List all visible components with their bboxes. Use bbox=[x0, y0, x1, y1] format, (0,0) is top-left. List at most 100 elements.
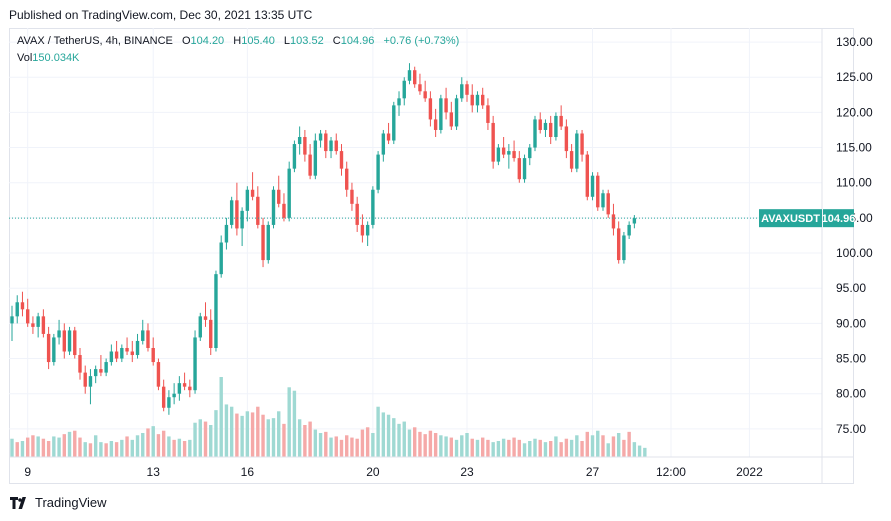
candle-body bbox=[627, 224, 631, 236]
candle-body bbox=[214, 274, 218, 348]
candle bbox=[31, 316, 35, 334]
volume-bar bbox=[114, 442, 119, 457]
candle-body bbox=[261, 224, 265, 261]
time-tick-label: 12:00 bbox=[656, 465, 686, 479]
candle-body bbox=[460, 84, 464, 99]
candle-body bbox=[203, 316, 208, 320]
candle bbox=[282, 193, 286, 222]
candle-body bbox=[161, 386, 166, 408]
volume-bar bbox=[130, 439, 134, 457]
candle bbox=[339, 144, 344, 176]
candle-body bbox=[104, 362, 108, 373]
volume-bar bbox=[345, 435, 349, 457]
volume-bar bbox=[271, 418, 276, 457]
candle-body bbox=[386, 133, 391, 141]
candle-body bbox=[114, 351, 119, 359]
volume-bar bbox=[303, 425, 307, 457]
candle-body bbox=[224, 224, 229, 243]
candle bbox=[224, 217, 229, 250]
candle-body bbox=[282, 203, 286, 218]
close-label: C bbox=[332, 35, 341, 47]
candle bbox=[114, 340, 119, 363]
volume-bar bbox=[46, 441, 51, 457]
candle-body bbox=[292, 144, 297, 169]
candle bbox=[141, 319, 145, 345]
candle bbox=[277, 175, 281, 208]
volume-bar bbox=[491, 442, 495, 457]
volume-bar bbox=[402, 421, 406, 457]
volume-bar bbox=[423, 434, 427, 457]
tradingview-logo-icon bbox=[10, 496, 26, 509]
volume-bar bbox=[88, 443, 93, 457]
volume-bar bbox=[266, 419, 270, 457]
candle-body bbox=[365, 224, 370, 236]
candle-body bbox=[418, 84, 422, 92]
volume-bar bbox=[31, 435, 35, 457]
candle bbox=[486, 98, 490, 130]
volume-bar bbox=[360, 429, 365, 457]
candle bbox=[318, 129, 323, 148]
time-tick-label: 23 bbox=[460, 465, 474, 479]
candle bbox=[454, 94, 459, 130]
candle-body bbox=[423, 91, 427, 99]
candle-body bbox=[491, 122, 495, 162]
volume-bar bbox=[93, 435, 98, 457]
candle-body bbox=[350, 189, 354, 204]
candle bbox=[465, 80, 469, 102]
candle-body bbox=[392, 105, 396, 141]
price-tag-bg bbox=[823, 209, 854, 228]
candle bbox=[20, 291, 25, 317]
volume-bar bbox=[381, 412, 386, 457]
candle-body bbox=[125, 347, 129, 352]
candle bbox=[93, 365, 98, 384]
volume-bar bbox=[413, 427, 417, 457]
candle-body bbox=[439, 98, 443, 130]
chart-frame[interactable] bbox=[9, 28, 854, 484]
candle bbox=[329, 137, 333, 159]
candle bbox=[559, 105, 563, 130]
candle-body bbox=[256, 196, 260, 225]
candle-body bbox=[31, 323, 35, 327]
candle-body bbox=[46, 333, 51, 363]
volume-bar bbox=[528, 441, 532, 457]
candle bbox=[130, 340, 134, 363]
candle bbox=[481, 87, 485, 109]
volume-bar bbox=[622, 439, 626, 457]
volume-legend: Vol150.034K bbox=[17, 52, 79, 64]
volume-bar bbox=[146, 428, 150, 457]
candle bbox=[135, 333, 140, 359]
candle bbox=[439, 94, 443, 134]
volume-bar bbox=[501, 438, 506, 457]
candle-body bbox=[334, 140, 338, 152]
candle bbox=[25, 298, 30, 327]
candle-body bbox=[433, 119, 438, 130]
volume-bar bbox=[428, 430, 433, 457]
volume-bar bbox=[616, 433, 621, 457]
volume-label: Vol bbox=[17, 52, 33, 64]
candle bbox=[538, 112, 542, 134]
candle bbox=[528, 144, 532, 166]
candle-body bbox=[554, 115, 558, 138]
candle bbox=[182, 372, 187, 391]
volume-bar bbox=[355, 438, 359, 457]
candle-body bbox=[496, 147, 501, 162]
volume-bar bbox=[486, 439, 490, 457]
candle bbox=[632, 215, 637, 229]
candle bbox=[57, 319, 61, 345]
volume-bar bbox=[235, 413, 239, 457]
volume-bar bbox=[339, 439, 344, 457]
volume-bar bbox=[214, 410, 218, 457]
candle bbox=[161, 379, 166, 412]
footer[interactable]: TradingView bbox=[10, 495, 107, 510]
candle bbox=[392, 101, 396, 145]
candle-body bbox=[245, 189, 250, 211]
symbol-tag-label: AVAXUSDT bbox=[761, 213, 820, 225]
candle bbox=[10, 305, 14, 341]
low-value: 103.52 bbox=[290, 35, 324, 47]
candle bbox=[548, 115, 553, 145]
candle-body bbox=[135, 340, 140, 356]
candle bbox=[606, 189, 610, 218]
candle bbox=[324, 129, 328, 159]
candle-body bbox=[407, 70, 412, 81]
